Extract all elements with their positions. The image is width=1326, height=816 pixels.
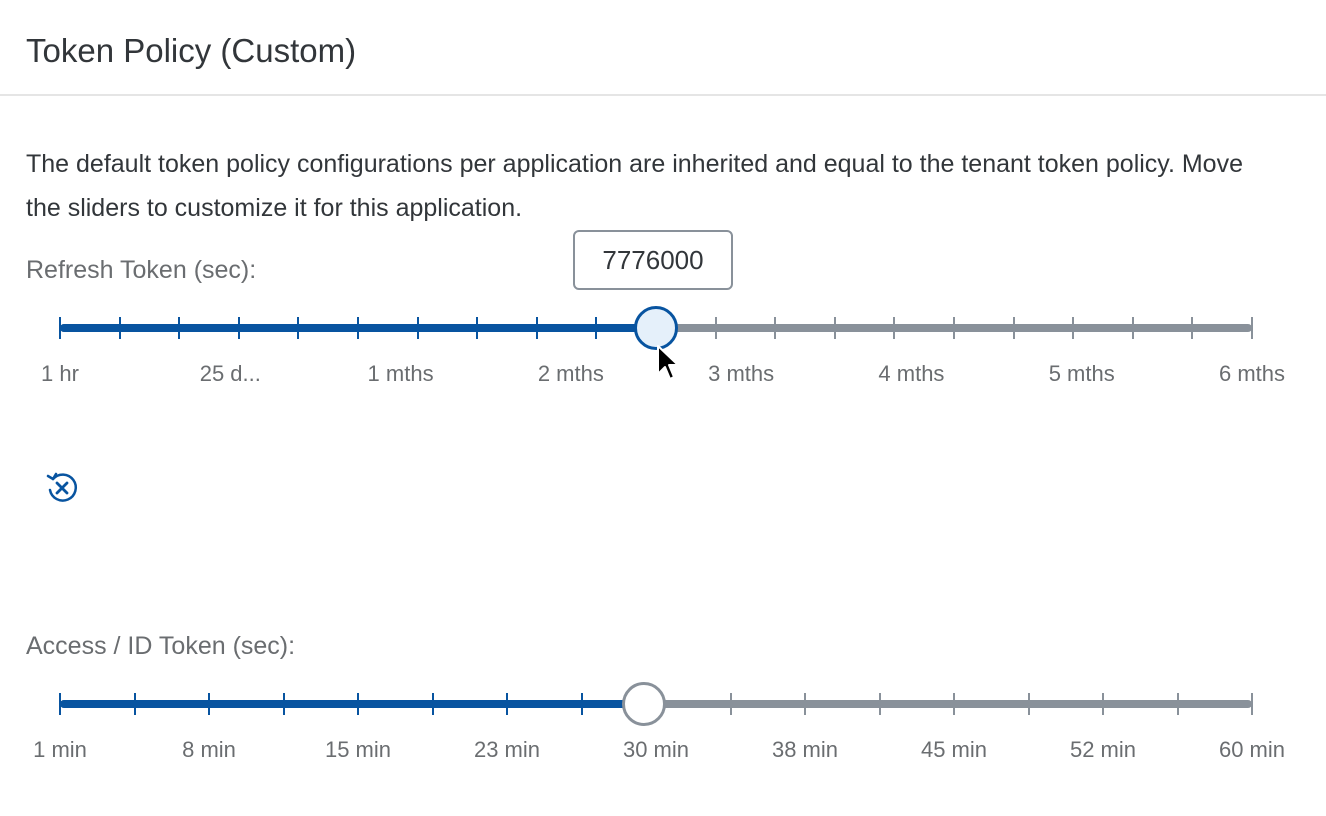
slider-tick (804, 693, 806, 715)
page-title: Token Policy (Custom) (26, 32, 357, 69)
slider-tick (357, 693, 359, 715)
mouse-cursor-icon (657, 345, 679, 380)
slider-tick (178, 317, 181, 339)
slider-tick (714, 317, 717, 339)
slider-tick (1131, 317, 1134, 339)
slider-tick (878, 693, 881, 715)
slider-tick-label: 2 mths (537, 361, 604, 386)
header: Token Policy (Custom) (0, 0, 1326, 96)
access-token-label: Access / ID Token (sec): (26, 632, 296, 660)
slider-tick-label: 1 mths (367, 361, 434, 386)
slider-tick-label: 4 mths (878, 361, 945, 386)
slider-tick (476, 317, 479, 339)
slider-tick (580, 693, 583, 715)
description-text: The default token policy configurations … (26, 150, 1243, 222)
slider-tick (416, 317, 419, 339)
slider-tick (59, 317, 61, 339)
slider-handle[interactable] (634, 306, 678, 350)
slider-tick-label: 1 hr (41, 361, 79, 386)
slider-tick (1251, 693, 1253, 715)
slider-tick (1191, 317, 1194, 339)
slider-tick-label: 3 mths (708, 361, 775, 386)
slider-tick-label: 5 mths (1048, 361, 1115, 386)
slider-tick (237, 317, 240, 339)
slider-tick (133, 693, 136, 715)
slider-tick (893, 317, 896, 339)
slider-tick (953, 693, 955, 715)
slider-tick (59, 693, 61, 715)
slider-tick-label: 6 mths (1218, 361, 1286, 386)
slider-tick (1102, 693, 1104, 715)
slider-tick (833, 317, 836, 339)
slider-tick-label: 25 d... (199, 361, 261, 386)
slider-tick-label: 23 min (473, 737, 541, 762)
slider-handle[interactable] (622, 682, 667, 726)
slider-tick-label: 1 min (33, 737, 87, 762)
slider-tick (506, 693, 508, 715)
slider-tick-label: 15 min (324, 737, 392, 762)
slider-tick (1072, 317, 1075, 339)
slider-tick-label: 60 min (1218, 737, 1286, 762)
slider-tick-label: 8 min (182, 737, 236, 762)
slider-tick (1027, 693, 1030, 715)
refresh-token-label: Refresh Token (sec): (26, 256, 257, 284)
slider-tick (431, 693, 434, 715)
slider-tick-label: 38 min (771, 737, 839, 762)
slider-track-fill (60, 700, 645, 708)
slider-tick (1176, 693, 1179, 715)
slider-tick-label: 52 min (1069, 737, 1137, 762)
refresh-token-value-input[interactable]: 7776000 (573, 230, 733, 290)
slider-tick (357, 317, 359, 339)
refresh-token-slider[interactable]: 1 hr 25 d... 1 mths 2 mths 3 mths 4 mths 5 mth… (0, 306, 1326, 428)
slider-tick (118, 317, 121, 339)
slider-tick (953, 317, 955, 339)
slider-tick (297, 317, 300, 339)
slider-tick (1251, 317, 1253, 339)
slider-tick (595, 317, 598, 339)
slider-tick (282, 693, 285, 715)
slider-tick (1012, 317, 1015, 339)
slider-tick (729, 693, 732, 715)
slider-tick (774, 317, 777, 339)
slider-tick (208, 693, 210, 715)
reset-icon[interactable] (44, 470, 80, 506)
access-token-slider[interactable]: 1 min 8 min 15 min 23 min 30 min 38 min 45 min… (0, 682, 1326, 804)
slider-tick-label: 30 min (622, 737, 690, 762)
slider-tick-label: 45 min (920, 737, 988, 762)
slider-tick (535, 317, 538, 339)
